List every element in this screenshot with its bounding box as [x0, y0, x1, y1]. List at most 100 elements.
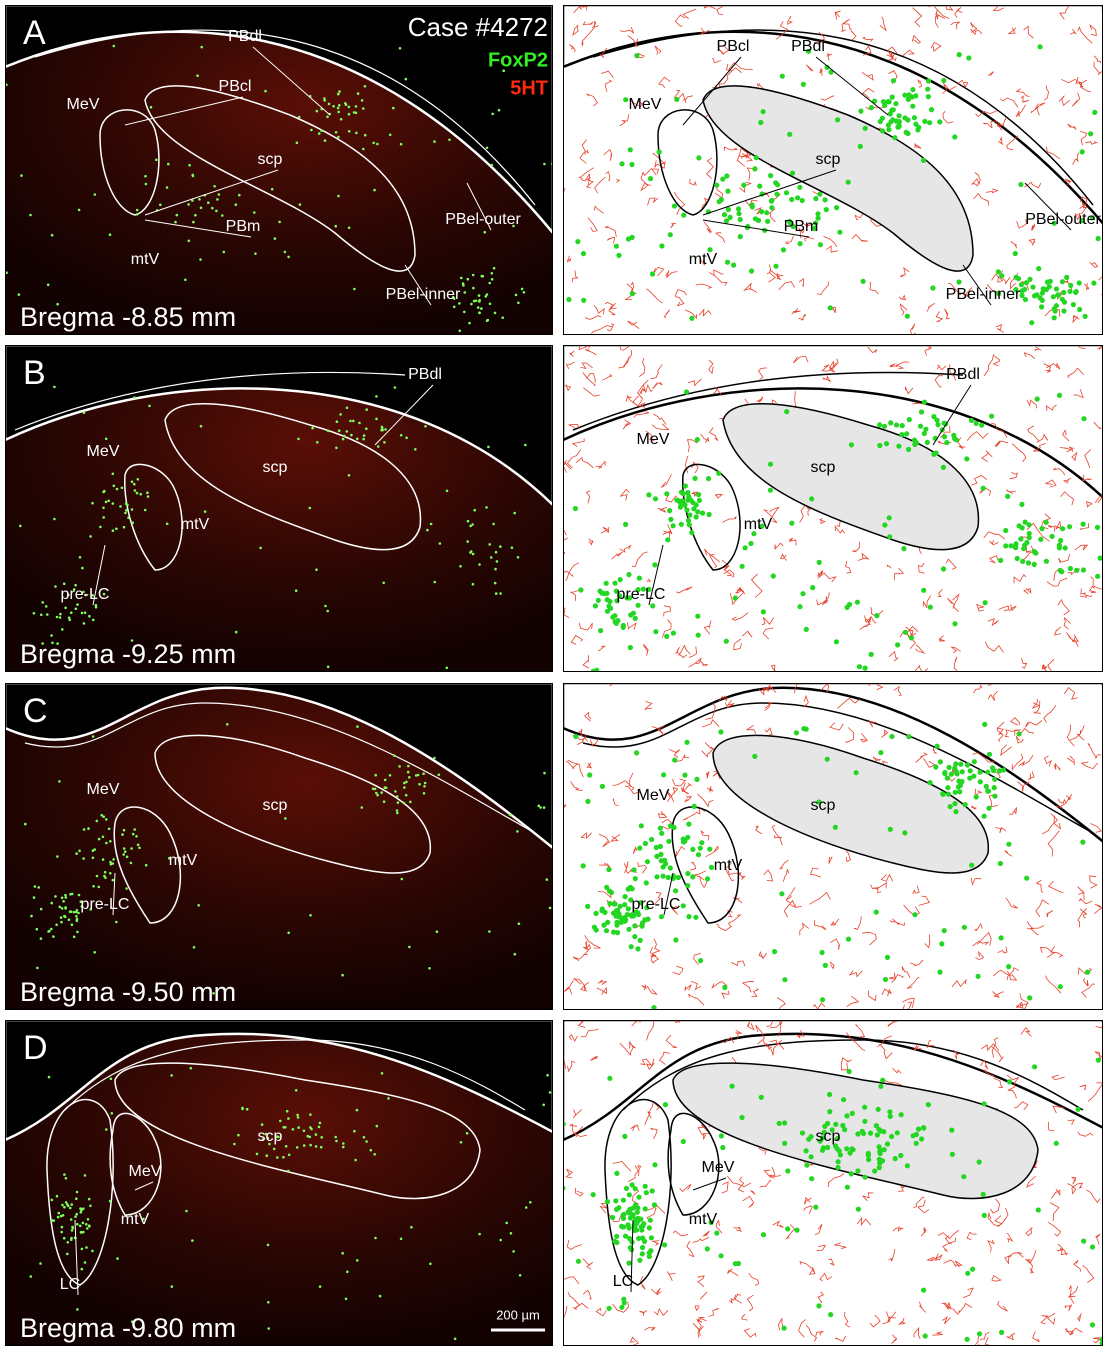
foxp2-cell — [542, 1103, 545, 1107]
serotonin-fiber — [1088, 1082, 1103, 1102]
serotonin-fiber — [619, 114, 630, 127]
foxp2-cell — [135, 213, 139, 216]
region-label: scp — [811, 459, 836, 476]
serotonin-fiber — [987, 618, 999, 627]
foxp2-cell — [696, 155, 702, 161]
foxp2-cell — [614, 1239, 620, 1246]
serotonin-fiber — [1026, 399, 1038, 409]
foxp2-cell — [213, 185, 216, 188]
serotonin-fiber — [756, 396, 764, 403]
serotonin-fiber — [1032, 1331, 1040, 1343]
serotonin-fiber — [665, 494, 678, 503]
foxp2-cell — [1057, 567, 1063, 574]
label-leader — [815, 56, 889, 116]
serotonin-fiber — [1047, 830, 1060, 857]
foxp2-cell — [543, 771, 546, 775]
foxp2-cell — [146, 491, 149, 494]
foxp2-cell — [71, 1226, 75, 1230]
serotonin-fiber — [803, 1205, 813, 1214]
foxp2-cell — [927, 604, 933, 610]
foxp2-cell — [673, 888, 679, 894]
foxp2-cell — [689, 315, 695, 321]
foxp2-cell — [674, 497, 680, 503]
label-leader — [404, 264, 432, 306]
foxp2-cell — [466, 277, 470, 281]
foxp2-cell — [667, 508, 673, 514]
foxp2-cell — [613, 620, 619, 626]
serotonin-fiber — [940, 425, 951, 438]
foxp2-cell — [585, 903, 591, 909]
foxp2-cell — [621, 1296, 627, 1302]
foxp2-cell — [790, 223, 796, 230]
foxp2-cell — [769, 205, 775, 211]
foxp2-cell — [976, 1159, 982, 1165]
serotonin-fiber — [785, 235, 794, 244]
serotonin-fiber — [569, 1123, 578, 1137]
foxp2-cell — [893, 422, 900, 428]
foxp2-cell — [119, 505, 122, 508]
foxp2-cell — [125, 508, 128, 512]
serotonin-fiber — [934, 12, 939, 28]
serotonin-fiber — [912, 7, 923, 28]
serotonin-fiber — [926, 302, 936, 312]
foxp2-cell — [707, 846, 713, 852]
foxp2-cell — [684, 739, 690, 745]
serotonin-fiber — [1010, 241, 1018, 249]
foxp2-cell — [638, 1216, 644, 1222]
foxp2-cell — [347, 112, 351, 116]
serotonin-fiber — [902, 49, 915, 57]
foxp2-cell — [50, 233, 54, 237]
serotonin-fiber — [602, 373, 613, 381]
foxp2-cell — [772, 949, 778, 955]
foxp2-cell — [435, 930, 439, 933]
foxp2-cell — [822, 197, 828, 203]
foxp2-cell — [860, 278, 866, 284]
serotonin-fiber — [862, 36, 874, 42]
foxp2-cell — [199, 206, 203, 210]
foxp2-cell — [399, 1237, 403, 1241]
foxp2-cell — [54, 585, 57, 588]
foxp2-cell — [1067, 565, 1073, 572]
foxp2-cell — [840, 1122, 846, 1129]
foxp2-cell — [388, 774, 392, 777]
serotonin-fiber — [756, 82, 765, 90]
foxp2-cell — [399, 434, 403, 437]
serotonin-fiber — [712, 386, 723, 396]
foxp2-cell — [948, 771, 954, 777]
foxp2-cell — [614, 598, 620, 604]
foxp2-cell — [453, 1337, 457, 1341]
serotonin-fiber — [1016, 1002, 1029, 1009]
serotonin-fiber — [637, 379, 649, 400]
foxp2-cell — [885, 99, 891, 105]
foxp2-cell — [629, 291, 635, 297]
serotonin-fiber — [565, 562, 579, 582]
serotonin-fiber — [1006, 970, 1018, 981]
foxp2-cell — [692, 475, 698, 481]
legend-foxp2: FoxP2 — [488, 49, 548, 71]
foxp2-cell — [1032, 293, 1038, 299]
foxp2-cell — [625, 886, 631, 892]
foxp2-cell — [930, 285, 936, 291]
serotonin-fiber — [726, 64, 742, 74]
foxp2-cell — [197, 904, 200, 907]
foxp2-cell — [362, 147, 365, 151]
foxp2-cell — [764, 210, 770, 216]
foxp2-cell — [102, 592, 106, 596]
foxp2-cell — [828, 1312, 834, 1318]
serotonin-fiber — [640, 183, 651, 192]
foxp2-cell — [275, 1135, 279, 1138]
foxp2-cell — [216, 198, 219, 201]
foxp2-cell — [622, 1133, 628, 1139]
serotonin-fiber — [1068, 446, 1074, 452]
foxp2-cell — [356, 92, 360, 95]
serotonin-fiber — [997, 1301, 1008, 1312]
serotonin-fiber — [1093, 61, 1103, 76]
foxp2-cell — [887, 1113, 893, 1119]
foxp2-cell — [590, 1192, 596, 1198]
foxp2-cell — [296, 1113, 299, 1117]
serotonin-fiber — [1067, 367, 1084, 379]
serotonin-fiber — [585, 93, 598, 107]
foxp2-cell — [759, 523, 765, 529]
foxp2-cell — [820, 997, 826, 1003]
foxp2-cell — [452, 297, 456, 300]
